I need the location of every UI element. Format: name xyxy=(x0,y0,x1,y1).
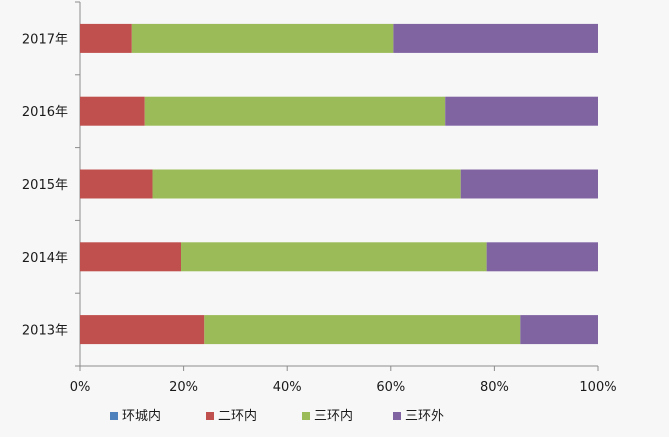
x-tick-label: 40% xyxy=(273,380,302,395)
bar-segment-二环内 xyxy=(80,242,182,272)
category-label: 2016年 xyxy=(22,105,68,120)
x-tick-label: 20% xyxy=(169,380,198,395)
x-tick-label: 80% xyxy=(480,380,509,395)
x-tick-label: 100% xyxy=(579,380,616,395)
bar-segment-三环外 xyxy=(486,242,598,272)
category-label: 2014年 xyxy=(22,251,68,266)
bar-segment-二环内 xyxy=(80,169,153,199)
bar-segment-三环内 xyxy=(144,96,446,126)
bar-segment-三环外 xyxy=(520,315,598,345)
x-tick-label: 60% xyxy=(376,380,405,395)
bar-segment-三环外 xyxy=(460,169,598,199)
category-label: 2015年 xyxy=(22,178,68,193)
category-label: 2017年 xyxy=(22,32,68,47)
legend-swatch xyxy=(206,412,214,420)
legend-label: 三环内 xyxy=(314,408,353,424)
category-label: 2013年 xyxy=(22,324,68,339)
legend-label: 二环内 xyxy=(218,408,257,424)
bar-segment-二环内 xyxy=(80,315,205,345)
x-tick-label: 0% xyxy=(70,380,91,395)
bar-segment-三环外 xyxy=(393,23,598,53)
legend-swatch xyxy=(110,412,118,420)
bar-segment-三环内 xyxy=(152,169,461,199)
bar-segment-二环内 xyxy=(80,23,132,53)
bar-segment-二环内 xyxy=(80,96,145,126)
legend-label: 三环外 xyxy=(405,409,444,424)
bar-segment-三环内 xyxy=(204,315,521,345)
legend-swatch xyxy=(393,412,401,420)
legend-swatch xyxy=(302,412,310,420)
bar-segment-三环外 xyxy=(445,96,598,126)
bar-segment-三环内 xyxy=(181,242,487,272)
legend-label: 环城内 xyxy=(122,408,161,424)
bar-segment-三环内 xyxy=(131,23,394,53)
